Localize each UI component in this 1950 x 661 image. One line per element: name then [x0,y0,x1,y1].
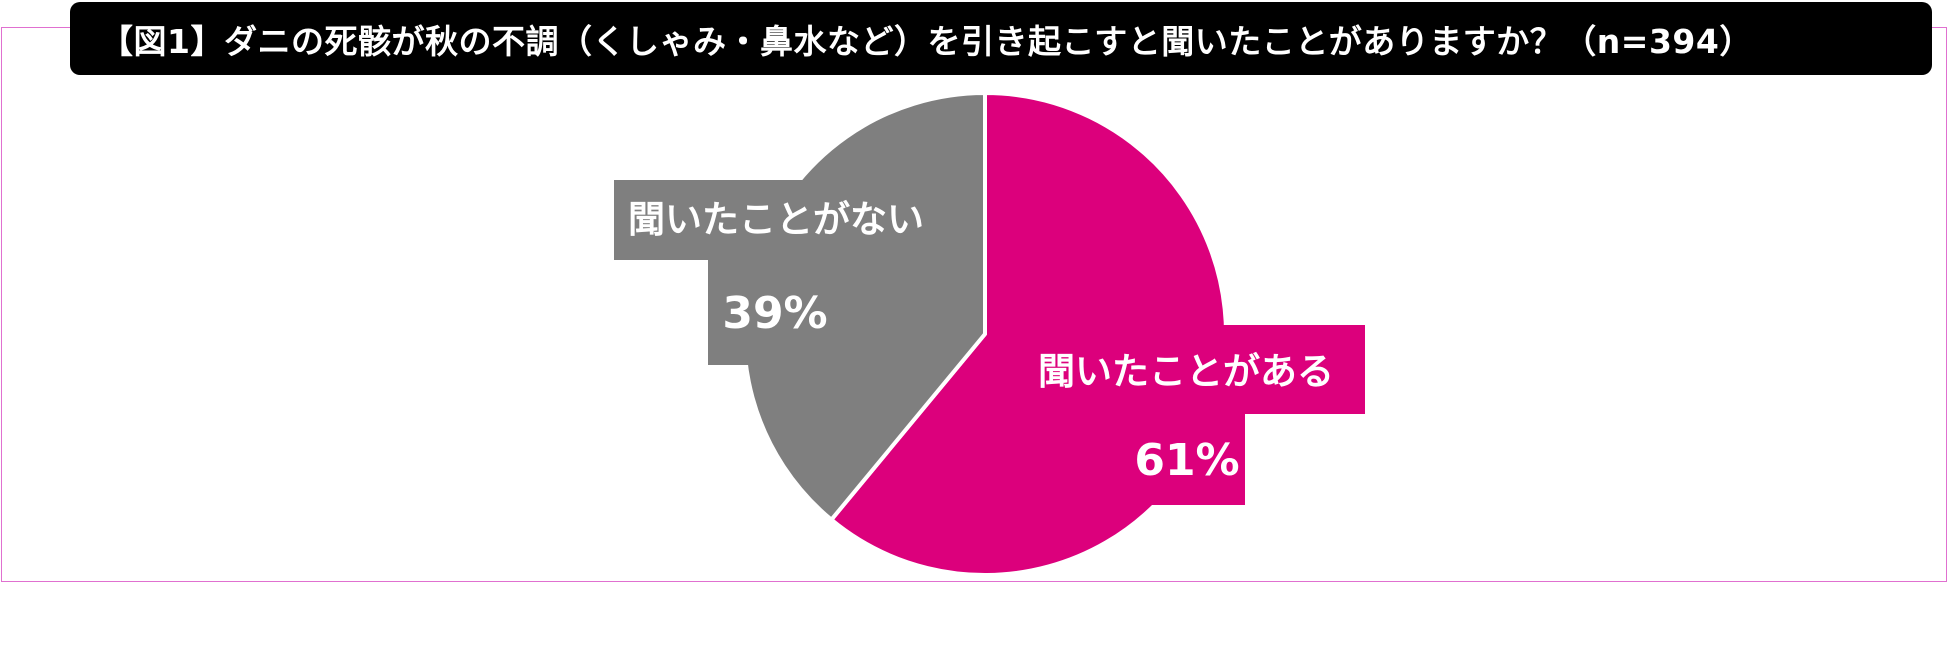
label-group-nai: 聞いたことがない 39% [614,180,949,365]
slice-label-nai: 聞いたことがない [628,198,924,241]
slice-value-aru: 61% [1134,435,1239,486]
slice-value-nai: 39% [722,288,827,339]
label-box-nai-name [614,180,949,260]
label-box-aru-name [1010,325,1365,414]
slice-label-aru: 聞いたことがある [1038,350,1334,393]
label-box-aru-value [1120,410,1245,505]
label-box-nai-value [708,255,800,365]
chart-title: 【図1】ダニの死骸が秋の不調（くしゃみ・鼻水など）を引き起こすと聞いたことがあり… [70,2,1932,75]
label-group-aru: 聞いたことがある 61% [1010,325,1365,505]
